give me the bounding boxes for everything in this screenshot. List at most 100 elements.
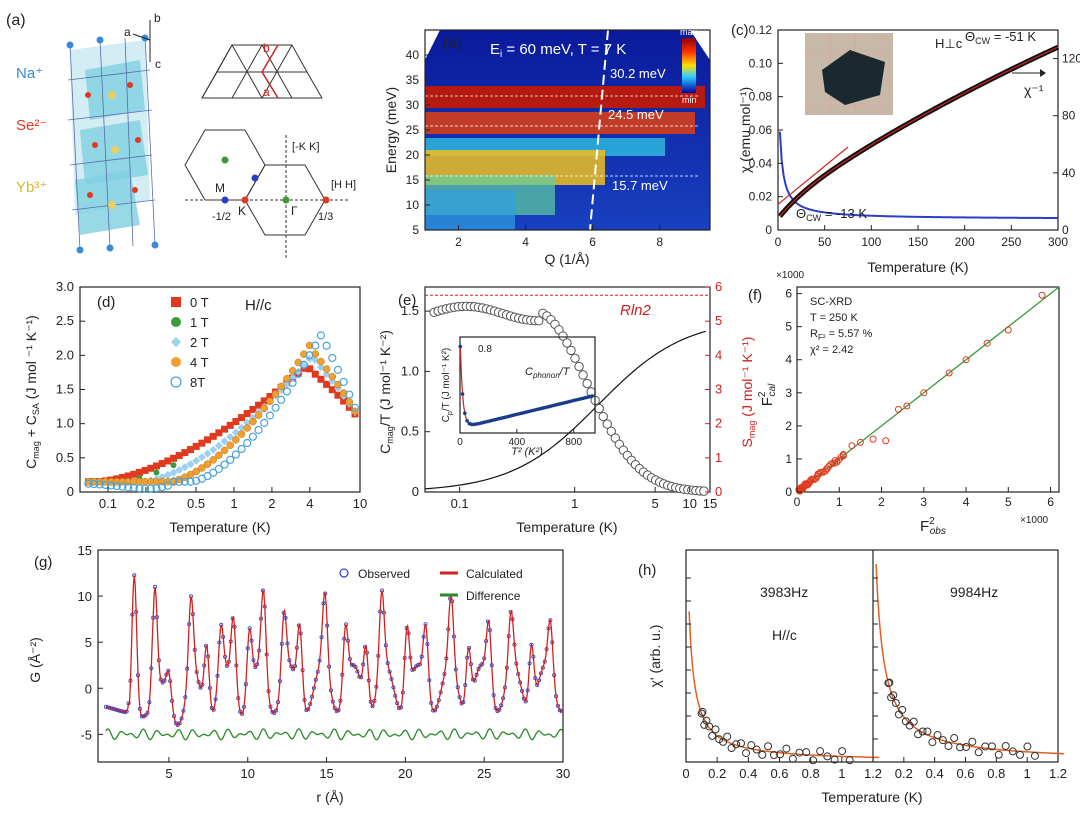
inset-ylabel: Cp/T (J mol⁻¹ K²) (441, 348, 454, 423)
d-ytick-label: 1.0 (56, 416, 74, 431)
b-xtick-label: 2 (455, 235, 462, 249)
bz-minus-half: -1/2 (212, 211, 231, 223)
bz-K: K (238, 204, 246, 218)
series-4T-point (220, 446, 229, 455)
series-0T-point (334, 391, 342, 399)
series-1T-point (153, 469, 160, 476)
d-ytick-label: 3.0 (56, 279, 74, 294)
h-fit-curve-1 (875, 563, 1065, 755)
c-y2tick-label: 120 (1062, 52, 1080, 66)
vector-a-label: a (263, 85, 270, 99)
series-4T-point (283, 374, 291, 383)
h-point-0 (705, 722, 714, 731)
panel-g-frame (97, 549, 564, 763)
panel-f-temp: T = 250 K (810, 312, 858, 324)
series-0T-point (323, 380, 331, 388)
series-0T-point (198, 439, 206, 447)
inset-point (465, 419, 469, 423)
series-4T-point (254, 411, 263, 419)
inset-point (463, 411, 467, 416)
panel-f-plot: 0 1 2 3 4 5 6 0 1 2 3 4 5 6 (785, 286, 1060, 509)
series-8T-point (101, 480, 110, 490)
series-8T-point (175, 477, 184, 486)
cmag-point (602, 419, 612, 429)
h-point-0 (732, 740, 741, 749)
calculated-curve (105, 575, 564, 726)
g-xtick-label: 25 (477, 766, 491, 781)
g-ytick-label: 0 (85, 681, 92, 696)
h-point-1 (891, 699, 900, 708)
legend-label-1: 1 T (190, 315, 209, 330)
series-8T-point (316, 331, 326, 340)
series-8T-point (146, 484, 155, 493)
f-xtick-label: 6 (1047, 495, 1054, 509)
h-point-0 (697, 709, 706, 718)
d-ytick-label: 0.5 (56, 450, 74, 465)
h-point-1 (914, 730, 923, 739)
e-xtick-label: 15 (703, 496, 717, 511)
series-0T-point (135, 468, 143, 476)
panel-f: (f) ×1000 ×1000 SC-XRD T = 250 K RF² = 5… (748, 270, 1060, 537)
e-xtick-label: 0.1 (451, 496, 469, 511)
panel-f-ylabel: F2cal (757, 383, 778, 406)
crystal-sample (822, 50, 885, 105)
series-8T-point (135, 484, 144, 493)
series-4T-point (322, 365, 331, 373)
f-point (1038, 291, 1046, 299)
h-point-0 (782, 744, 791, 753)
f-point (1004, 326, 1012, 334)
b-xtick-label: 4 (522, 235, 529, 249)
axis-b-label: b (154, 11, 161, 25)
panel-f-method: SC-XRD (810, 296, 852, 308)
g-xtick-label: 15 (319, 766, 333, 781)
atom-dots (66, 34, 159, 254)
f-ytick-label: 5 (785, 320, 792, 334)
h-point-0 (737, 739, 746, 748)
panel-f-yscale: ×1000 (776, 270, 805, 281)
h-point-0 (727, 744, 736, 753)
series-8T-point (90, 479, 99, 489)
e-xtick-label: 10 (683, 496, 697, 511)
ion-se: Se²⁻ (16, 117, 47, 134)
series-0T-point (118, 474, 126, 482)
f-point-dense (839, 450, 847, 458)
c-y2tick-label: 80 (1062, 109, 1076, 123)
f-point (962, 356, 970, 364)
level-label-3: 15.7 meV (612, 178, 668, 193)
series-8T-point (141, 484, 150, 493)
series-8T-point (294, 369, 303, 379)
g-ytick-label: -5 (80, 727, 92, 742)
e-y2tick-label: 6 (715, 279, 722, 294)
h-point-0 (742, 749, 751, 758)
series-8T-point (95, 480, 104, 489)
h-point-1 (1023, 742, 1032, 751)
c-y2tick-label: 0 (1062, 223, 1069, 237)
series-4T-point (192, 467, 200, 476)
h-point-1 (923, 727, 932, 736)
series-8T-point (107, 481, 116, 490)
g-ytick-label: 15 (78, 543, 92, 558)
series-4T-point (328, 372, 337, 381)
cmag-point (598, 411, 608, 422)
cmag-point (558, 331, 568, 341)
d-ytick-label: 1.5 (56, 382, 74, 397)
series-8T-point (350, 403, 360, 412)
c-ytick-label: 0.08 (749, 90, 773, 104)
panel-a: (a) Na⁺ Se²⁻ (6, 11, 356, 258)
d-xtick-label: 0.2 (137, 496, 155, 511)
c-xtick-label: 250 (1001, 235, 1021, 249)
e-xtick-label: 5 (651, 496, 658, 511)
cmag-point (606, 426, 616, 436)
series-8T-point (220, 460, 229, 469)
level-label-1: 30.2 meV (610, 66, 666, 81)
panel-e-label: (e) (398, 292, 416, 309)
series-8T-point (84, 479, 93, 488)
panel-d-frame (79, 286, 361, 493)
legend-0T-marker (171, 297, 181, 307)
h-point-0 (747, 741, 756, 750)
panel-a-label: (a) (6, 12, 26, 29)
h-fit-curve-0 (688, 611, 880, 759)
crystal-structure-illustration (66, 34, 159, 254)
bz-hh-dir: [H H] (331, 179, 356, 191)
legend-difference: Difference (466, 589, 521, 603)
